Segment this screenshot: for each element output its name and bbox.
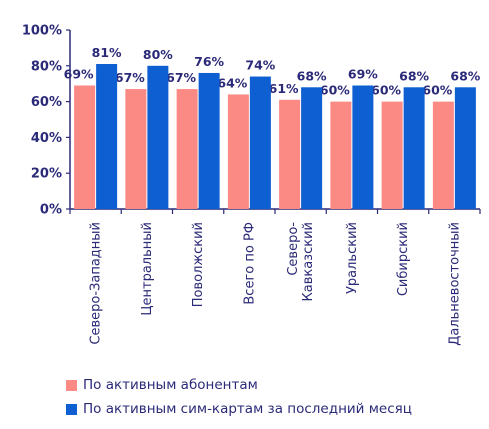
bar-series-2 xyxy=(301,87,323,209)
bar-series-2 xyxy=(96,64,118,209)
bar-series-2 xyxy=(249,76,271,209)
data-label-series-2: 69% xyxy=(348,66,378,81)
data-label-series-1: 67% xyxy=(115,70,145,85)
category-label: Центральный xyxy=(140,222,155,316)
data-label-series-1: 60% xyxy=(422,83,452,98)
category-label: Кавказский xyxy=(301,222,316,302)
bar-series-2 xyxy=(403,87,425,209)
data-label-series-1: 61% xyxy=(269,81,299,96)
y-tick-label: 20% xyxy=(31,167,62,182)
data-label-series-1: 69% xyxy=(64,66,94,81)
data-label-series-2: 76% xyxy=(194,54,224,69)
legend-item-series-2: По активным сим-картам за последний меся… xyxy=(66,398,412,420)
bar-series-2 xyxy=(352,85,374,209)
bar-series-1 xyxy=(432,101,454,209)
bar-series-1 xyxy=(74,85,96,209)
legend-swatch-series-1 xyxy=(66,379,77,391)
data-label-series-2: 68% xyxy=(399,68,429,83)
bar-series-2 xyxy=(147,65,169,209)
y-tick-label: 80% xyxy=(31,59,62,74)
bar-series-2 xyxy=(198,72,220,210)
data-label-series-2: 68% xyxy=(297,68,327,83)
bar-series-1 xyxy=(125,89,147,209)
legend-swatch-series-2 xyxy=(66,403,77,415)
legend: По активным абонентам По активным сим-ка… xyxy=(66,374,412,422)
y-tick-label: 40% xyxy=(31,131,62,146)
legend-item-series-1: По активным абонентам xyxy=(66,374,412,396)
bar-series-1 xyxy=(381,101,403,209)
data-label-series-2: 80% xyxy=(143,47,173,62)
bar-series-1 xyxy=(279,99,301,209)
data-label-series-2: 68% xyxy=(450,68,480,83)
data-label-series-1: 60% xyxy=(320,83,350,98)
category-label: Северо-Западный xyxy=(89,222,104,345)
category-label: Дальневосточный xyxy=(447,222,462,346)
legend-label-series-1: По активным абонентам xyxy=(83,377,258,393)
data-label-series-2: 74% xyxy=(245,58,275,73)
category-label: Всего по РФ xyxy=(242,222,257,305)
data-label-series-1: 60% xyxy=(371,83,401,98)
bar-series-1 xyxy=(176,89,198,209)
category-label: Поволжский xyxy=(191,222,206,307)
category-label: Уральский xyxy=(345,222,360,294)
data-label-series-1: 67% xyxy=(166,70,196,85)
y-tick-label: 0% xyxy=(40,203,62,218)
y-tick-label: 100% xyxy=(22,24,62,39)
data-label-series-1: 64% xyxy=(217,75,247,90)
category-label: Северо- xyxy=(286,222,301,276)
bar-series-2 xyxy=(454,87,476,209)
bar-series-1 xyxy=(227,94,249,209)
legend-label-series-2: По активным сим-картам за последний меся… xyxy=(83,401,412,417)
y-tick-label: 60% xyxy=(31,95,62,110)
category-label: Сибирский xyxy=(396,222,411,296)
bar-series-1 xyxy=(330,101,352,209)
data-label-series-2: 81% xyxy=(92,45,122,60)
